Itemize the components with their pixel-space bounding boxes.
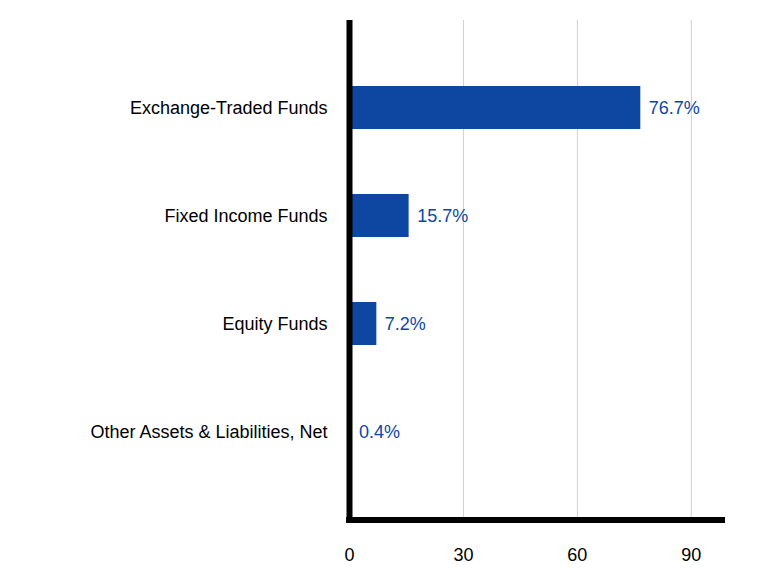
svg-text:90: 90 [681, 545, 701, 565]
svg-text:Other Assets & Liabilities, Ne: Other Assets & Liabilities, Net [90, 422, 327, 442]
svg-text:0.4%: 0.4% [359, 422, 400, 442]
svg-text:7.2%: 7.2% [385, 314, 426, 334]
svg-text:60: 60 [567, 545, 587, 565]
svg-text:0: 0 [344, 545, 354, 565]
svg-text:76.7%: 76.7% [649, 98, 700, 118]
svg-text:Fixed Income Funds: Fixed Income Funds [164, 206, 327, 226]
svg-text:30: 30 [453, 545, 473, 565]
svg-text:Equity Funds: Equity Funds [222, 314, 327, 334]
svg-text:Exchange-Traded Funds: Exchange-Traded Funds [130, 98, 327, 118]
svg-text:15.7%: 15.7% [417, 206, 468, 226]
